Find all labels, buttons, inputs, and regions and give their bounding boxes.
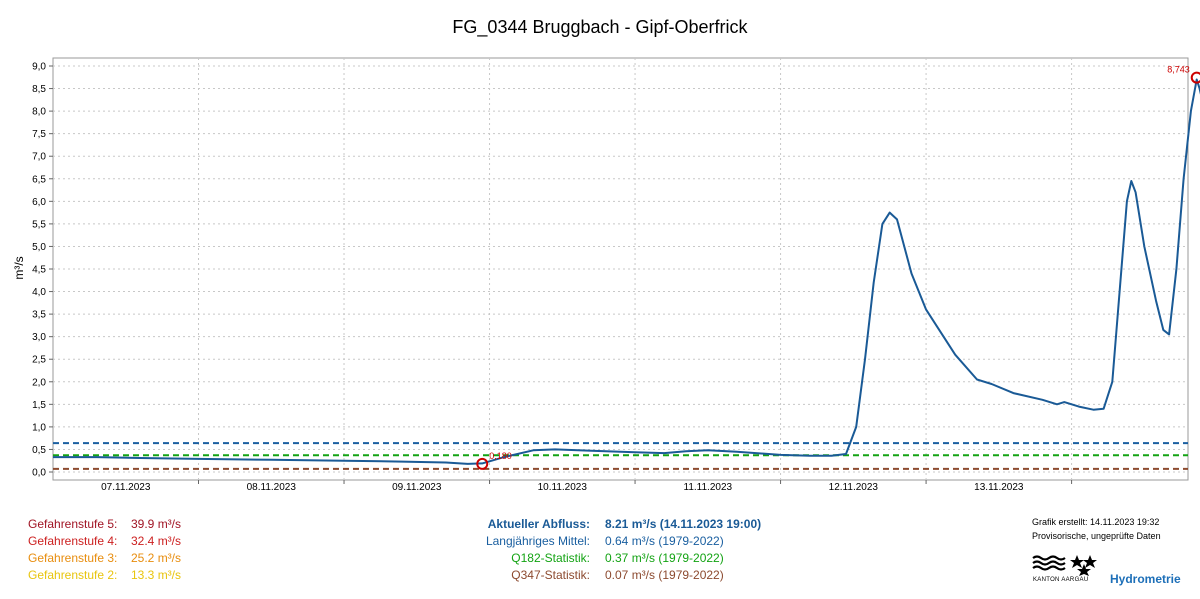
y-tick-label: 4,5 [32, 265, 46, 276]
y-tick-label: 8,0 [32, 107, 46, 118]
hazard-level-label: Gefahrenstufe 2: [28, 568, 118, 582]
hazard-level-row: Gefahrenstufe 2: 13.3 m³/s [28, 568, 181, 582]
y-tick-label: 7,0 [32, 152, 46, 163]
min-label: 0,180 [489, 451, 512, 461]
chart-title: FG_0344 Bruggbach - Gipf-Oberfrick [452, 17, 748, 37]
y-tick-label: 2,0 [32, 377, 46, 388]
y-tick-label: 0,5 [32, 445, 46, 456]
info-label: Langjähriges Mittel: [485, 534, 590, 548]
hazard-level-value: 32.4 m³/s [131, 534, 182, 548]
x-tick-label: 09.11.2023 [392, 482, 442, 493]
hazard-level-row: Gefahrenstufe 5: 39.9 m³/s [28, 517, 181, 531]
kanton-aargau-logo-icon [1032, 555, 1097, 576]
min-marker [476, 457, 489, 470]
y-axis-label: m³/s [12, 256, 26, 279]
y-tick-label: 1,5 [32, 400, 46, 411]
y-tick-label: 1,0 [32, 422, 46, 433]
y-tick-label: 3,0 [32, 332, 46, 343]
x-tick-label: 11.11.2023 [684, 482, 733, 493]
x-tick-label: 07.11.2023 [101, 482, 151, 493]
y-tick-label: 6,5 [32, 174, 46, 185]
info-value: 8.21 m³/s (14.11.2023 19:00) [605, 517, 762, 531]
x-tick-label: 12.11.2023 [829, 482, 879, 493]
y-tick-label: 2,5 [32, 355, 46, 366]
y-tick-label: 5,0 [32, 242, 46, 253]
created-timestamp: Grafik erstellt: 14.11.2023 19:32 [1032, 517, 1160, 527]
provisional-note: Provisorische, ungeprüfte Daten [1032, 531, 1161, 541]
info-value: 0.64 m³/s (1979-2022) [605, 534, 724, 548]
x-tick-label: 10.11.2023 [538, 482, 588, 493]
y-tick-label: 3,5 [32, 310, 46, 321]
x-tick-label: 13.11.2023 [974, 482, 1024, 493]
y-tick-label: 5,5 [32, 219, 46, 230]
hazard-level-row: Gefahrenstufe 3: 25.2 m³/s [28, 551, 181, 565]
discharge-series-line [53, 78, 1200, 465]
y-tick-label: 6,0 [32, 197, 46, 208]
hazard-level-value: 39.9 m³/s [131, 517, 182, 531]
y-tick-label: 9,0 [32, 62, 46, 73]
y-tick-label: 8,5 [32, 84, 46, 95]
hazard-level-label: Gefahrenstufe 3: [28, 551, 118, 565]
y-tick-label: 0,0 [32, 468, 46, 479]
hazard-level-value: 13.3 m³/s [131, 568, 182, 582]
x-tick-label: 08.11.2023 [247, 482, 297, 493]
hydrometrie-brand: Hydrometrie [1110, 572, 1181, 586]
logo-text: KANTON AARGAU [1033, 577, 1089, 583]
max-marker [1190, 71, 1200, 84]
discharge-chart: 0,0 0,5 1,0 1,5 2,0 2,5 3,0 3,5 4,0 4,5 5,0 5,5 6,0 6… [12, 57, 1200, 493]
hazard-level-label: Gefahrenstufe 5: [28, 517, 118, 531]
y-tick-label: 7,5 [32, 129, 46, 140]
info-label: Q347-Statistik: [511, 568, 590, 582]
hazard-level-row: Gefahrenstufe 4: 32.4 m³/s [28, 534, 181, 548]
max-label: 8,743 [1167, 65, 1190, 75]
y-tick-label: 4,0 [32, 287, 46, 298]
info-label: Aktueller Abfluss: [487, 517, 590, 531]
hazard-level-value: 25.2 m³/s [131, 551, 182, 565]
info-value: 0.37 m³/s (1979-2022) [605, 551, 724, 565]
info-value: 0.07 m³/s (1979-2022) [605, 568, 724, 582]
info-label: Q182-Statistik: [511, 551, 590, 565]
hazard-level-label: Gefahrenstufe 4: [28, 534, 118, 548]
